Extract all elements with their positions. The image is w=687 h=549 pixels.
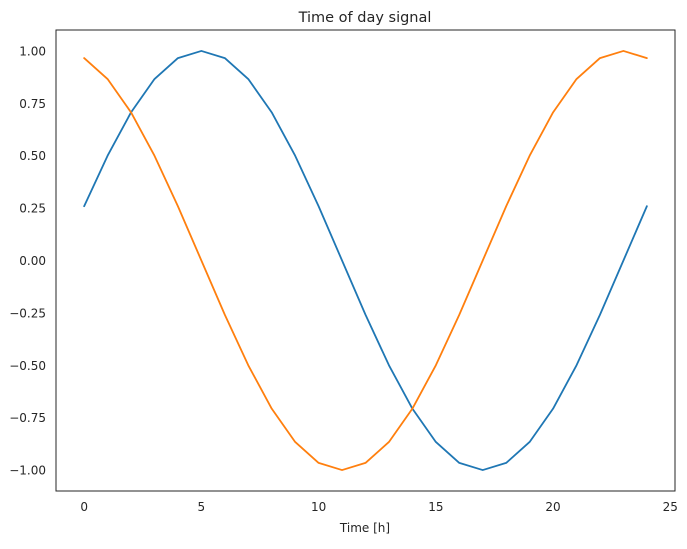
y-tick-label: −0.75: [9, 411, 46, 425]
series-line-1: [83, 50, 648, 471]
plot-area: 0 5 10 15 20 25 1.00 0.75 0.50 0.25 0.00 −0.25 −0.50…: [9, 29, 678, 514]
x-tick-label: 25: [663, 500, 678, 514]
x-tick-label: 15: [428, 500, 443, 514]
y-tick-label: 0.50: [19, 149, 46, 163]
y-tick-label: −0.50: [9, 359, 46, 373]
y-tick-label: 0.25: [19, 202, 46, 216]
x-tick-label: 0: [80, 500, 88, 514]
x-axis-label: Time [h]: [339, 521, 390, 535]
x-tick-label: 20: [545, 500, 560, 514]
y-tick-label: −0.25: [9, 306, 46, 320]
y-tick-label: 0.75: [19, 97, 46, 111]
y-tick-label: 1.00: [19, 44, 46, 58]
x-tick-label: 10: [311, 500, 326, 514]
y-tick-label: 0.00: [19, 254, 46, 268]
series-line-2: [83, 50, 648, 471]
axes-frame: [55, 29, 676, 492]
y-tick-label: −1.00: [9, 464, 46, 478]
chart-title: Time of day signal: [298, 10, 432, 26]
x-tick-label: 5: [198, 500, 206, 514]
